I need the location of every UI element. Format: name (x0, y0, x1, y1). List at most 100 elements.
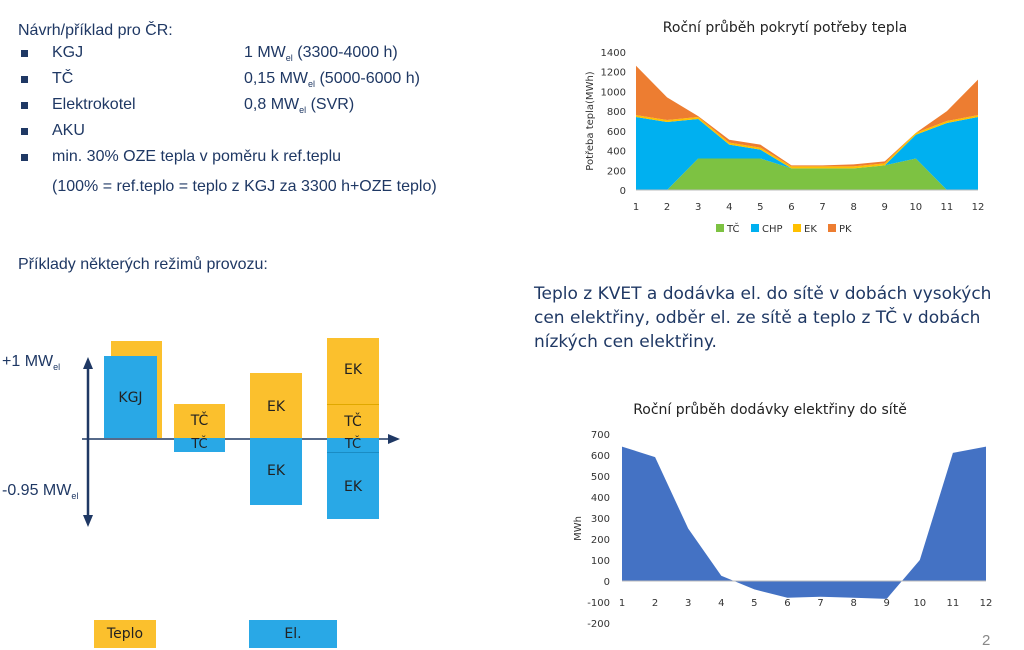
proposal-item-value: 1 MWel (3300-4000 h) (244, 44, 398, 64)
mode4-tc-el-block: TČ (327, 438, 379, 452)
power-x-tick-label: 6 (784, 598, 790, 609)
bullet (21, 76, 28, 83)
heat-y-tick-label: 1000 (601, 87, 626, 98)
proposal-item-value: 0,15 MWel (5000-6000 h) (244, 70, 420, 90)
heat-y-tick-label: 0 (620, 186, 626, 197)
mode3-ek-down-label: EK (266, 463, 286, 479)
heat-y-tick-label: 1400 (601, 48, 626, 59)
power-x-tick-label: 9 (884, 598, 890, 609)
power-y-tick-label: 0 (604, 577, 610, 588)
modes-heading: Příklady některých režimů provozu: (18, 256, 268, 273)
minus-mw-label: -0.95 MWel (2, 482, 79, 502)
mode4-ek-teplo-block: EK (327, 338, 379, 404)
heat-legend-label: CHP (762, 224, 783, 235)
heat-x-tick-label: 7 (819, 202, 825, 213)
mode2-tc-teplo-block: TČ (174, 404, 225, 438)
power-x-tick-label: 4 (718, 598, 724, 609)
power-y-tick-label: 300 (591, 514, 610, 525)
heat-series-t-area (636, 158, 978, 190)
heat-series-ek-area (636, 115, 978, 169)
proposal-item-label: TČ (52, 70, 74, 87)
plus-mw-label: +1 MWel (2, 353, 61, 373)
power-y-tick-label: 600 (591, 451, 610, 462)
mode4-tc-down-label: TČ (344, 437, 362, 452)
heat-y-tick-label: 600 (607, 127, 626, 138)
proposal-item-value: 0,8 MWel (SVR) (244, 96, 355, 116)
power-y-axis-label: MWh (573, 516, 584, 541)
mode4-ek-el-block: EK (327, 452, 379, 519)
heat-x-tick-label: 1 (633, 202, 639, 213)
heat-legend-swatch (793, 224, 801, 232)
mode1-kgj-label: KGJ (118, 390, 143, 406)
mode4-ek-down-label: EK (343, 479, 363, 495)
heat-legend-label: PK (839, 224, 852, 235)
heat-x-tick-label: 10 (909, 202, 922, 213)
vertical-axis-arrow-down (83, 515, 93, 527)
mode2-tc-el-block: TČ (174, 438, 225, 452)
power-x-tick-label: 1 (619, 598, 625, 609)
heat-chart-title: Roční průběh pokrytí potřeby tepla (662, 20, 908, 36)
heat-x-tick-label: 5 (757, 202, 763, 213)
power-y-tick-label: 100 (591, 556, 610, 567)
heat-x-tick-label: 2 (664, 202, 670, 213)
power-y-tick-label: 700 (591, 430, 610, 441)
heat-y-tick-label: 1200 (601, 68, 626, 79)
vertical-axis-arrow-up (83, 357, 93, 369)
mode4-tc-up-label: TČ (344, 414, 362, 430)
heat-legend-swatch (716, 224, 724, 232)
heat-x-tick-label: 4 (726, 202, 732, 213)
proposal-item-label: min. 30% OZE tepla v poměru k ref.teplu (52, 148, 342, 165)
heat-x-tick-label: 12 (972, 202, 985, 213)
mode3-ek-teplo-block: EK (250, 373, 302, 438)
power-series-area (622, 446, 986, 599)
power-x-tick-label: 2 (652, 598, 658, 609)
power-x-tick-label: 7 (817, 598, 823, 609)
power-x-tick-label: 8 (850, 598, 856, 609)
power-x-tick-label: 12 (980, 598, 993, 609)
heat-legend-swatch (828, 224, 836, 232)
horizontal-axis-arrow (388, 434, 400, 444)
legend-el: El. (249, 620, 337, 648)
proposal-item-label: AKU (52, 122, 85, 139)
heat-x-tick-label: 8 (850, 202, 856, 213)
heat-x-tick-label: 3 (695, 202, 701, 213)
heat-x-tick-label: 6 (788, 202, 794, 213)
heat-x-tick-label: 11 (941, 202, 954, 213)
bullet (21, 154, 28, 161)
power-y-tick-label: 400 (591, 493, 610, 504)
mode1-kgj-block: KGJ (104, 356, 157, 438)
heat-y-tick-label: 400 (607, 147, 626, 158)
bullet (21, 102, 28, 109)
heat-y-tick-label: 200 (607, 166, 626, 177)
heat-x-tick-label: 9 (882, 202, 888, 213)
mode2-tc-up-label: TČ (190, 413, 209, 429)
proposal-item-label: Elektrokotel (52, 96, 136, 113)
heat-y-axis-label: Potřeba tepla(MWh) (584, 71, 596, 170)
heat-series-chp-area (636, 117, 978, 190)
proposal-note: (100% = ref.teplo = teplo z KGJ za 3300 … (52, 178, 437, 195)
bullet (21, 50, 28, 57)
power-x-tick-label: 3 (685, 598, 691, 609)
power-x-tick-label: 10 (913, 598, 926, 609)
power-chart-title: Roční průběh dodávky elektřiny do sítě (633, 402, 907, 418)
mode3-ek-el-block: EK (250, 438, 302, 505)
power-x-tick-label: 5 (751, 598, 757, 609)
power-x-tick-label: 11 (947, 598, 960, 609)
legend-el-label: El. (284, 626, 302, 642)
heat-legend-label: EK (804, 224, 817, 235)
power-y-tick-label: 500 (591, 472, 610, 483)
proposal-heading: Návrh/příklad pro ČR: (18, 22, 173, 39)
proposal-item-label: KGJ (52, 44, 84, 61)
bullet (21, 128, 28, 135)
heat-legend-label: TČ (726, 222, 740, 235)
mode4-ek-up-label: EK (343, 362, 363, 378)
mode3-ek-up-label: EK (266, 399, 286, 415)
mode2-tc-down-label: TČ (191, 437, 208, 452)
page-number: 2 (982, 632, 991, 649)
legend-teplo-label: Teplo (106, 626, 144, 642)
heat-legend-swatch (751, 224, 759, 232)
power-y-tick-label: -100 (587, 598, 610, 609)
description-text: Teplo z KVET a dodávka el. do sítě v dob… (534, 284, 992, 352)
